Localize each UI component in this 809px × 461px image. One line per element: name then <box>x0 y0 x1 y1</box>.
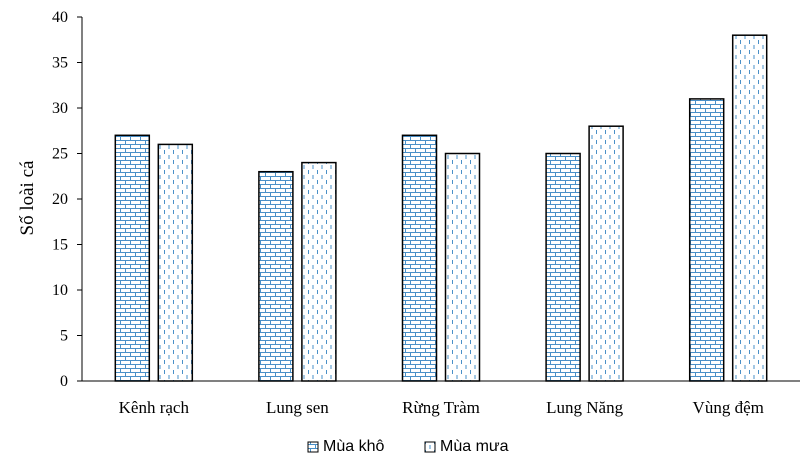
bar-mua-kho-kenh-rach <box>114 134 151 382</box>
legend-item-mua-mua: Mùa mưa <box>424 438 509 455</box>
bar-mua-kho-lung-sen <box>258 170 294 382</box>
bar-mua-mua-kenh-rach <box>157 143 194 382</box>
x-tick-label-lung-nang: Lung Năng <box>546 398 623 417</box>
bar-mua-mua-lung-nang <box>588 125 624 382</box>
bar-mua-kho-vung-dem <box>688 98 725 382</box>
y-tick-label: 0 <box>60 373 68 390</box>
bar-mua-mua-lung-sen <box>301 161 337 382</box>
bar-mua-mua-rung-tram <box>444 152 481 382</box>
x-axis-labels: Kênh rạch Lung sen Rừng Tràm Lung Năng Vùng … <box>119 398 764 417</box>
bars <box>114 34 768 382</box>
legend-label-mua-kho: Mùa khô <box>323 438 384 455</box>
y-axis-ticks: 0 5 10 15 20 25 30 35 40 <box>52 9 82 390</box>
bar-mua-kho-lung-nang <box>545 152 581 382</box>
y-tick-label: 25 <box>52 146 68 163</box>
bar-mua-mua-vung-dem <box>731 34 768 382</box>
x-tick-label-vung-dem: Vùng đệm <box>693 398 764 417</box>
legend-label-mua-mua: Mùa mưa <box>440 438 509 455</box>
legend-swatch-mua-mua <box>424 441 436 453</box>
y-tick-label: 20 <box>52 191 68 208</box>
x-tick-label-lung-sen: Lung sen <box>266 398 329 417</box>
y-tick-label: 40 <box>52 9 68 26</box>
y-tick-label: 10 <box>52 282 68 299</box>
x-tick-label-rung-tram: Rừng Tràm <box>402 398 480 417</box>
y-tick-label: 35 <box>52 55 68 72</box>
y-tick-label: 30 <box>52 100 68 117</box>
y-tick-label: 5 <box>60 328 68 345</box>
x-tick-label-kenh-rach: Kênh rạch <box>119 398 190 417</box>
legend-swatch-mua-kho <box>307 441 319 453</box>
y-axis-title: Số loài cá <box>17 160 38 235</box>
y-tick-label: 15 <box>52 237 68 254</box>
legend-item-mua-kho: Mùa khô <box>307 438 384 455</box>
legend: Mùa khô Mùa mưa <box>307 438 509 455</box>
bar-mua-kho-rung-tram <box>401 134 438 382</box>
